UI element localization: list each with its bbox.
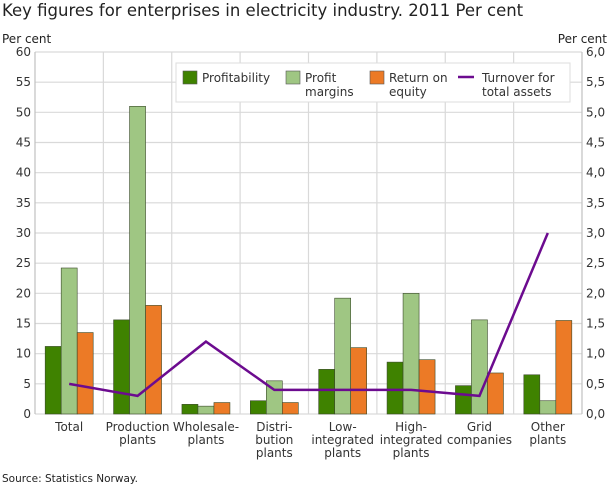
y2-tick-label: 0,5 [586,377,605,391]
y2-tick-label: 0,0 [586,407,605,421]
bar-profit-margins [334,297,351,415]
bar-profit-margins [471,319,488,415]
y2-tick-label: 2,5 [586,256,605,270]
x-tick-label: bution [255,433,293,447]
y-tick-label: 30 [16,226,31,240]
y2-tick-label: 5,0 [586,105,605,119]
bar-return-on-equity [282,402,299,415]
x-tick-label: integrated [311,433,374,447]
x-tick-label: Low- [329,420,357,434]
x-tick-label: Wholesale- [173,420,239,434]
y2-tick-label: 6,0 [586,45,605,59]
x-tick-label: plants [324,446,361,460]
legend-swatch [182,70,198,85]
bar-profitability [181,404,199,415]
bar-return-on-equity [76,332,94,415]
y2-tick-label: 1,5 [586,317,605,331]
y2-tick-label: 3,0 [586,226,605,240]
x-tick-label: plants [188,433,225,447]
y-tick-label: 40 [16,166,31,180]
y-tick-label: 20 [16,286,31,300]
bar-profitability [386,361,404,415]
bar-profit-margins [60,267,78,415]
y-tick-label: 45 [16,136,31,150]
legend-label: Return on [389,71,448,85]
y-tick-label: 60 [16,45,31,59]
x-tick-label: High- [395,420,427,434]
bar-profit-margins [197,405,215,415]
x-tick-label: integrated [380,433,443,447]
y-tick-label: 50 [16,105,31,119]
bar-profitability [44,346,62,415]
legend-label: equity [389,85,427,99]
bar-profit-margins [129,106,146,415]
x-tick-label: plants [119,433,156,447]
legend-label: Profit [305,71,337,85]
x-tick-label: companies [447,433,512,447]
bar-return-on-equity [145,305,162,415]
bar-return-on-equity [350,347,367,415]
x-tick-label: plants [393,446,430,460]
x-tick-label: Total [54,420,83,434]
y2-axis-label: Per cent [557,32,607,46]
y2-tick-label: 5,5 [586,75,605,89]
bar-profit-margins [402,293,420,415]
bar-profitability [318,369,335,415]
x-tick-label: Other [531,420,565,434]
bar-profit-margins [539,400,557,415]
y-tick-label: 25 [16,256,31,270]
bar-return-on-equity [418,359,436,415]
y-tick-label: 15 [16,317,31,331]
y2-tick-label: 1,0 [586,347,605,361]
bar-profitability [250,400,267,415]
y-axis-label: Per cent [2,32,52,46]
y-tick-label: 10 [16,347,31,361]
legend-swatch [285,70,301,85]
x-tick-label: plants [256,446,293,460]
y2-tick-label: 2,0 [586,286,605,300]
legend-label: Profitability [202,71,270,85]
x-tick-label: plants [529,433,566,447]
source-note: Source: Statistics Norway. [2,473,138,485]
y-tick-label: 55 [16,75,31,89]
bar-return-on-equity [213,402,231,415]
y-tick-label: 35 [16,196,31,210]
bar-profitability [455,385,472,415]
y2-tick-label: 4,5 [586,136,605,150]
line-turnover-for-total-assets [68,232,549,398]
x-tick-label: Distri- [256,420,292,434]
legend-label: total assets [482,85,551,99]
bar-return-on-equity [555,320,573,415]
legend-swatch [369,70,385,85]
chart-title: Key figures for enterprises in electrici… [2,1,524,20]
y2-tick-label: 4,0 [586,166,605,180]
x-tick-label: Production [106,420,170,434]
y-tick-label: 0 [23,407,31,421]
bar-profitability [113,319,130,415]
x-tick-label: Grid [467,420,492,434]
bar-return-on-equity [487,372,504,415]
bar-profitability [523,374,541,415]
legend-label: Turnover for [481,71,555,85]
legend-label: margins [305,85,354,99]
y-tick-label: 5 [23,377,31,391]
y2-tick-label: 3,5 [586,196,605,210]
